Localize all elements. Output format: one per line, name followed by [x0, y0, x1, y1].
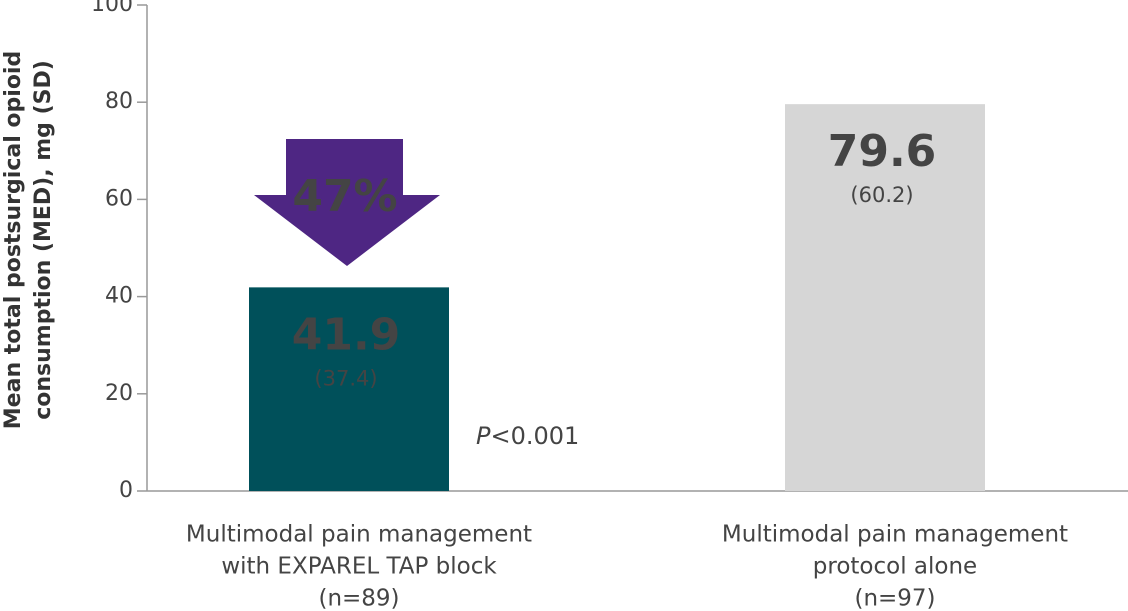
x-tick-label: protocol alone [813, 554, 977, 580]
x-tick-label: with EXPAREL TAP block [221, 554, 497, 580]
y-label-line: Mean total postsurgical opioid [1, 51, 26, 429]
p-italic: P [476, 422, 491, 450]
x-tick-label: Multimodal pain management [722, 522, 1068, 548]
value-label: 41.9 [292, 309, 401, 360]
y-tick-label: 40 [105, 284, 133, 309]
y-tick-label: 20 [105, 381, 133, 406]
x-tick-label: (n=97) [854, 586, 935, 611]
y-axis-label: Mean total postsurgical opioid consumptio… [1, 51, 56, 429]
p-value: P<0.001 [476, 422, 579, 450]
bar [785, 104, 985, 492]
down-arrow [254, 139, 440, 266]
p-text: <0.001 [490, 422, 579, 450]
sd-label: (37.4) [314, 366, 377, 390]
x-tick-label: Multimodal pain management [186, 522, 532, 548]
y-tick-label: 60 [105, 186, 133, 211]
y-label-line: consumption (MED), mg (SD) [31, 60, 56, 420]
bar [249, 287, 449, 491]
y-tick-label: 80 [105, 89, 133, 114]
x-tick-label: (n=89) [318, 586, 399, 611]
arrow-label: 47% [292, 171, 397, 222]
sd-label: (60.2) [850, 183, 913, 207]
y-tick-label: 0 [119, 478, 133, 503]
value-label: 79.6 [828, 126, 937, 177]
y-tick-label: 100 [91, 0, 133, 17]
